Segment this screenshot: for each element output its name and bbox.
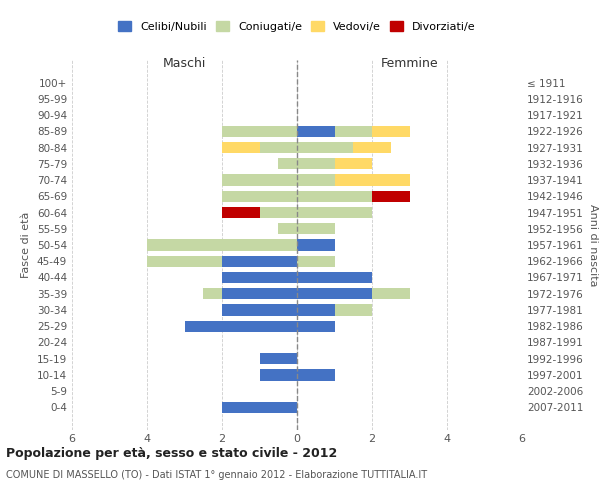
Bar bbox=[147, 256, 222, 267]
Bar bbox=[335, 304, 372, 316]
Bar bbox=[260, 370, 297, 380]
Bar bbox=[222, 142, 260, 153]
Bar bbox=[222, 272, 297, 283]
Bar bbox=[297, 304, 335, 316]
Bar bbox=[222, 190, 297, 202]
Bar bbox=[260, 353, 297, 364]
Bar bbox=[297, 256, 335, 267]
Bar bbox=[335, 158, 372, 170]
Bar bbox=[372, 126, 409, 137]
Bar bbox=[147, 240, 297, 250]
Bar bbox=[297, 272, 372, 283]
Bar bbox=[297, 190, 372, 202]
Bar bbox=[297, 223, 335, 234]
Bar bbox=[372, 190, 409, 202]
Bar bbox=[222, 126, 297, 137]
Bar bbox=[297, 370, 335, 380]
Bar bbox=[297, 174, 335, 186]
Bar bbox=[297, 240, 335, 250]
Bar bbox=[260, 142, 297, 153]
Bar bbox=[372, 288, 409, 300]
Bar bbox=[297, 126, 335, 137]
Bar bbox=[222, 288, 297, 300]
Bar bbox=[260, 207, 297, 218]
Text: Maschi: Maschi bbox=[163, 56, 206, 70]
Bar bbox=[297, 288, 372, 300]
Bar bbox=[222, 402, 297, 413]
Bar bbox=[222, 304, 297, 316]
Bar bbox=[203, 288, 222, 300]
Bar bbox=[335, 174, 409, 186]
Bar bbox=[297, 142, 353, 153]
Bar bbox=[353, 142, 391, 153]
Bar bbox=[185, 320, 297, 332]
Text: Femmine: Femmine bbox=[380, 56, 439, 70]
Y-axis label: Fasce di età: Fasce di età bbox=[22, 212, 31, 278]
Bar bbox=[297, 320, 335, 332]
Bar bbox=[297, 158, 335, 170]
Bar bbox=[222, 256, 297, 267]
Bar bbox=[278, 223, 297, 234]
Bar bbox=[335, 126, 372, 137]
Text: Popolazione per età, sesso e stato civile - 2012: Popolazione per età, sesso e stato civil… bbox=[6, 448, 337, 460]
Bar bbox=[278, 158, 297, 170]
Y-axis label: Anni di nascita: Anni di nascita bbox=[587, 204, 598, 286]
Legend: Celibi/Nubili, Coniugati/e, Vedovi/e, Divorziati/e: Celibi/Nubili, Coniugati/e, Vedovi/e, Di… bbox=[115, 18, 479, 35]
Text: COMUNE DI MASSELLO (TO) - Dati ISTAT 1° gennaio 2012 - Elaborazione TUTTITALIA.I: COMUNE DI MASSELLO (TO) - Dati ISTAT 1° … bbox=[6, 470, 427, 480]
Bar bbox=[222, 174, 297, 186]
Bar bbox=[297, 207, 372, 218]
Bar bbox=[222, 207, 260, 218]
